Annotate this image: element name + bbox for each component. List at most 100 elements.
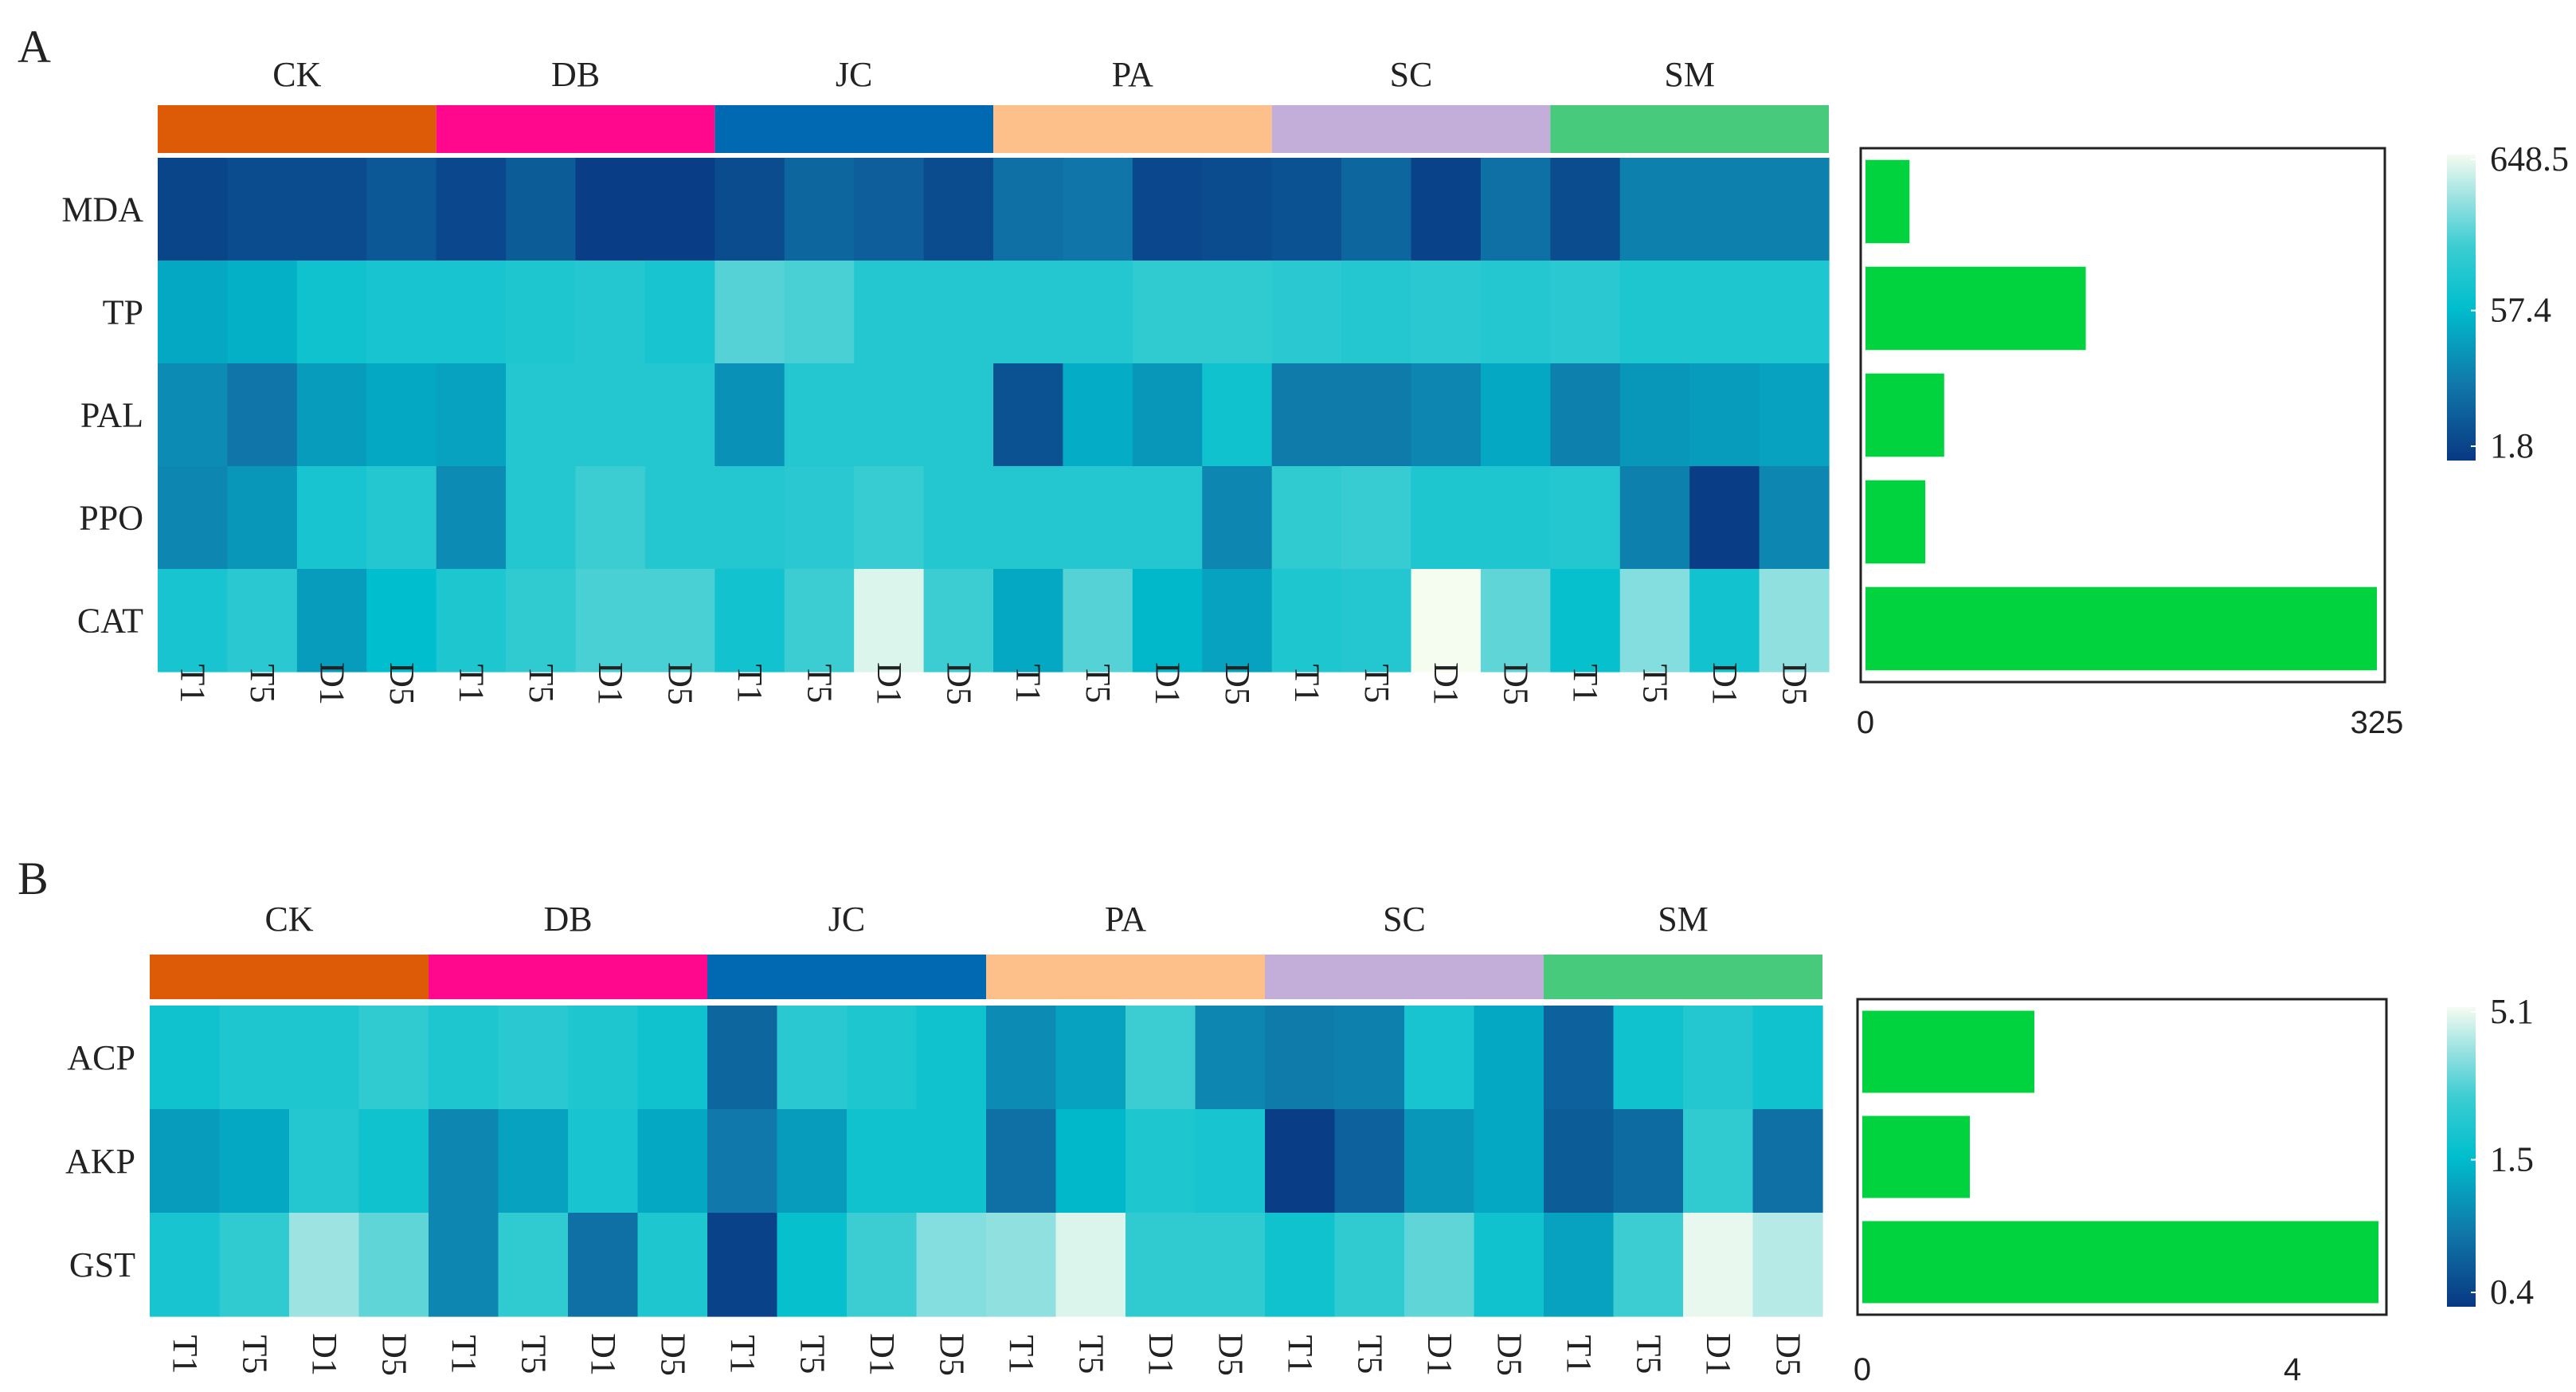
heatmap-cell (498, 1006, 569, 1110)
heatmap-cell (714, 261, 785, 364)
column-label: D1 (1699, 1333, 1738, 1376)
column-label: D1 (1427, 662, 1466, 705)
heatmap-cell (506, 158, 577, 261)
heatmap-cell (1341, 158, 1412, 261)
heatmap-cell (993, 158, 1064, 261)
column-label: T1 (1009, 665, 1048, 704)
heatmap-cell (1689, 363, 1760, 467)
bar (1862, 1221, 2378, 1304)
bar-panel-frame (1859, 147, 2386, 684)
heatmap-cell (1341, 466, 1412, 570)
heatmap-cell (707, 1213, 778, 1317)
heatmap-cell (498, 1109, 569, 1214)
heatmap-cell (436, 261, 507, 364)
heatmap-cell (1341, 363, 1412, 467)
heatmap-cell (366, 466, 437, 570)
column-label: D5 (1497, 662, 1536, 705)
heatmap-cell (296, 569, 367, 672)
heatmap-cell (436, 466, 507, 570)
heatmap-cell (296, 158, 367, 261)
heatmap-cell (1550, 466, 1621, 570)
heatmap-cell (1550, 363, 1621, 467)
heatmap-cell (1752, 1006, 1823, 1110)
column-label: D1 (591, 662, 630, 705)
group-label-jc: JC (828, 900, 865, 939)
heatmap-cell (1480, 363, 1551, 467)
group-label-jc: JC (836, 55, 872, 94)
heatmap-cell (436, 569, 507, 672)
heatmap-cell (1474, 1006, 1544, 1110)
column-label: T5 (235, 1335, 274, 1374)
heatmap-cell (1480, 466, 1551, 570)
heatmap-cell (784, 363, 855, 467)
legend-label: 57.4 (2490, 291, 2551, 330)
heatmap-cell (1619, 158, 1690, 261)
heatmap-cell (150, 1109, 221, 1214)
group-bar-pa (986, 955, 1265, 999)
group-label-ck: CK (272, 55, 321, 94)
column-label: T5 (1071, 1335, 1110, 1374)
heatmap-cell (575, 158, 646, 261)
heatmap-cell (1550, 569, 1621, 672)
heatmap-cell (637, 1006, 708, 1110)
heatmap-cell (1683, 1006, 1754, 1110)
bar (1865, 266, 2086, 351)
heatmap-cell (644, 158, 715, 261)
heatmap-cell (1689, 158, 1760, 261)
heatmap-cell (854, 261, 925, 364)
column-label: D5 (661, 662, 700, 705)
heatmap-cell (1544, 1213, 1615, 1317)
column-label: T1 (452, 665, 491, 704)
column-label: T1 (1560, 1335, 1599, 1374)
column-label: D1 (305, 1333, 344, 1376)
column-label: D5 (374, 1333, 413, 1376)
heatmap-cell (1055, 1109, 1126, 1214)
heatmap-cell (993, 466, 1064, 570)
heatmap-cell (1195, 1006, 1266, 1110)
heatmap-cell (575, 569, 646, 672)
heatmap-cell (219, 1109, 290, 1214)
heatmap-cell (1063, 158, 1133, 261)
heatmap-cell (1055, 1213, 1126, 1317)
heatmap-cell (1126, 1109, 1196, 1214)
group-bar-sm (1544, 955, 1822, 999)
heatmap-cell (1126, 1006, 1196, 1110)
column-label: D5 (939, 662, 978, 705)
column-label: D5 (1218, 662, 1257, 705)
heatmap-cell (575, 363, 646, 467)
heatmap-cell (854, 363, 925, 467)
heatmap-cell (358, 1213, 429, 1317)
heatmap-cell (289, 1213, 360, 1317)
heatmap-cell (227, 158, 298, 261)
heatmap-cell (1759, 261, 1830, 364)
heatmap-cell (986, 1213, 1057, 1317)
heatmap-cell (227, 466, 298, 570)
heatmap-cell (1202, 363, 1273, 467)
heatmap-cell (923, 363, 994, 467)
heatmap-cell (1063, 261, 1133, 364)
heatmap-cell (1271, 158, 1342, 261)
row-label-tp: TP (103, 293, 143, 332)
heatmap-cell (1132, 158, 1203, 261)
group-bar-ck (150, 955, 429, 999)
heatmap-cell (644, 363, 715, 467)
heatmap-cell (289, 1109, 360, 1214)
row-label-pal: PAL (80, 396, 143, 435)
heatmap-cell (498, 1213, 569, 1317)
column-label: T5 (1635, 665, 1674, 704)
heatmap-cell (1271, 363, 1342, 467)
heatmap-cell (714, 363, 785, 467)
heatmap-cell (568, 1213, 639, 1317)
column-label: D1 (870, 662, 909, 705)
heatmap-cell (1126, 1213, 1196, 1317)
legend-label: 1.8 (2490, 426, 2534, 465)
column-label: T5 (522, 665, 561, 704)
heatmap-cell (986, 1109, 1057, 1214)
heatmap-cell (1683, 1109, 1754, 1214)
heatmap-cell (1132, 569, 1203, 672)
heatmap-cell (993, 363, 1064, 467)
heatmap-cell (506, 569, 577, 672)
heatmap-cell (1404, 1109, 1475, 1214)
group-bar-sc (1271, 105, 1551, 153)
column-label: D5 (932, 1333, 971, 1376)
